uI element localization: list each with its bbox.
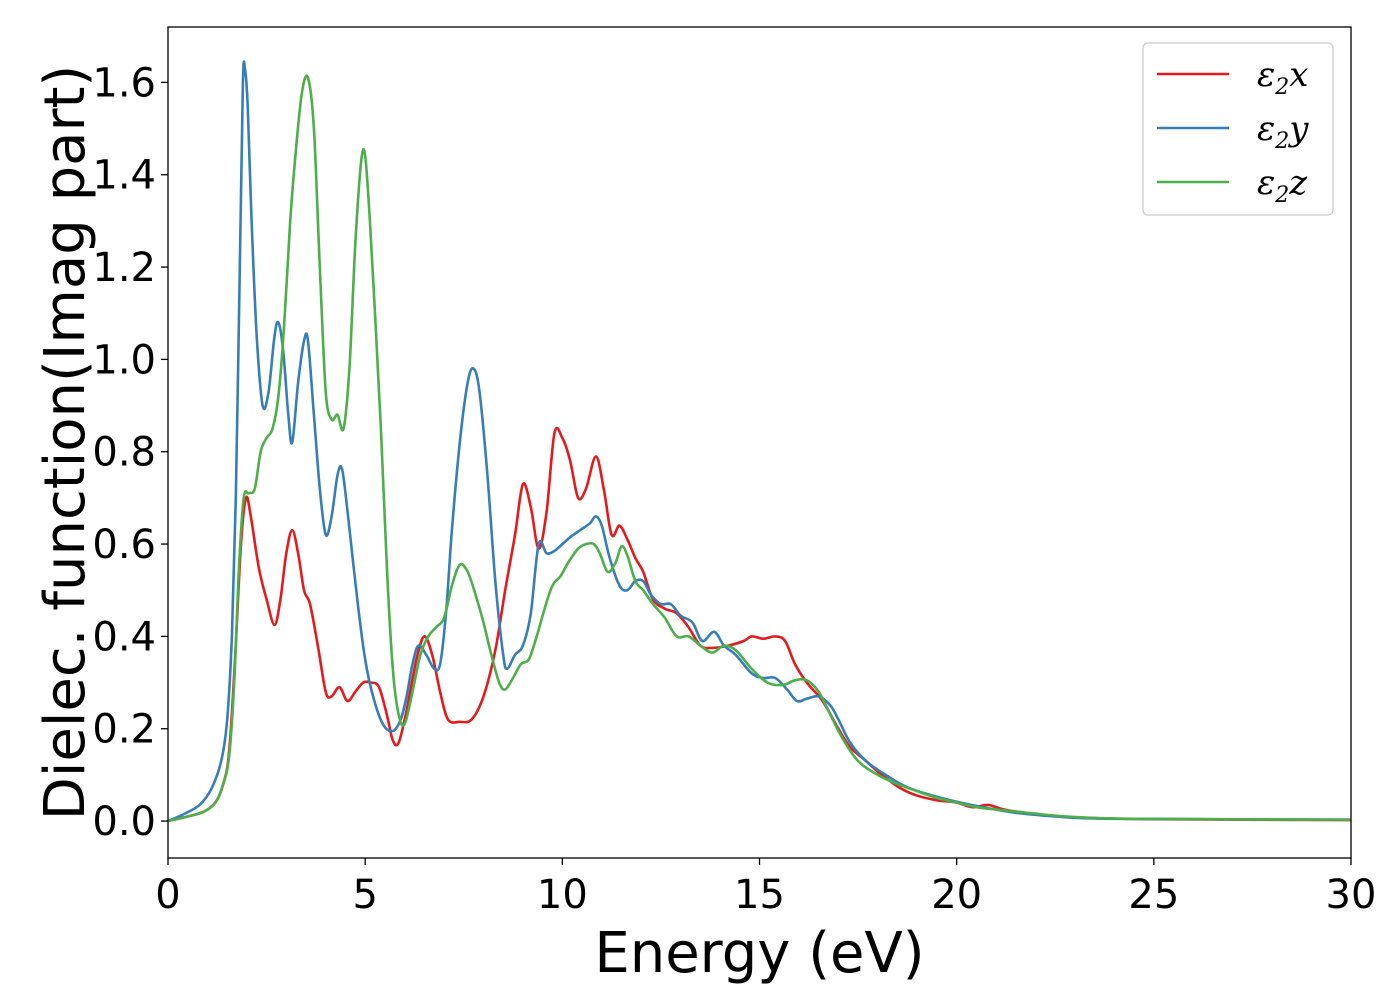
legend-label-z: ε2z: [1257, 163, 1308, 208]
x-tick-label: 25: [1128, 872, 1179, 918]
y-axis-ticks: 0.0 0.2 0.4 0.6 0.8 1.0 1.2 1.4 1.6: [92, 60, 168, 845]
y-tick-label: 1.2: [92, 245, 156, 291]
y-tick-label: 1.6: [92, 60, 156, 106]
plot-frame: [167, 26, 1352, 859]
y-tick-label: 1.0: [92, 337, 156, 383]
x-tick-label: 10: [537, 872, 588, 918]
series-layer: [168, 60, 1351, 823]
x-tick-label: 15: [734, 872, 785, 918]
series-line-z: [168, 74, 1351, 823]
y-tick-label: 0.0: [92, 799, 156, 845]
legend-box: [1142, 42, 1334, 216]
x-tick-label: 20: [931, 872, 982, 918]
x-tick-label: 5: [352, 872, 377, 918]
y-tick-label: 1.4: [92, 153, 156, 199]
y-tick-label: 0.2: [92, 707, 156, 753]
legend-label-x: ε2x: [1257, 55, 1308, 100]
x-tick-label: 30: [1326, 872, 1377, 918]
series-line-y: [168, 60, 1351, 823]
legend: ε2x ε2y ε2z: [1142, 42, 1334, 216]
y-axis-label: Dielec. function(Imag part): [33, 65, 98, 821]
y-tick-label: 0.6: [92, 522, 156, 568]
x-axis-ticks: 0 5 10 15 20 25 30: [155, 858, 1376, 918]
y-tick-label: 0.8: [92, 430, 156, 476]
legend-label-y: ε2y: [1257, 109, 1309, 154]
x-axis-label: Energy (eV): [594, 921, 924, 986]
x-tick-label: 0: [155, 872, 180, 918]
y-tick-label: 0.4: [92, 614, 156, 660]
